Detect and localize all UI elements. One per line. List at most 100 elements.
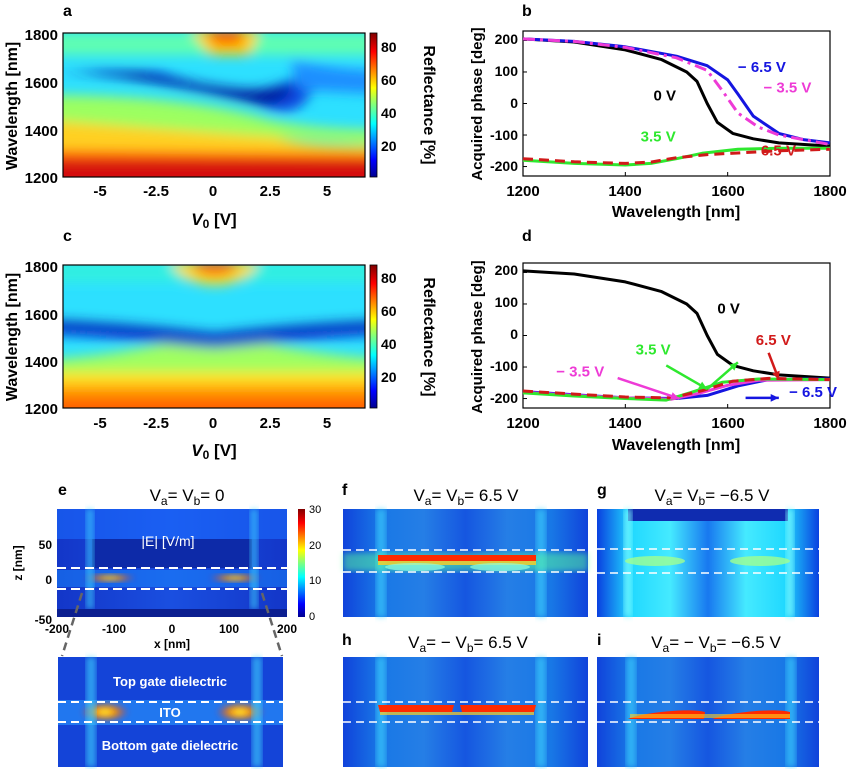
ytick-label: 1600 xyxy=(25,75,58,92)
xtick-label: 2.5 xyxy=(260,415,281,432)
title-sub-b: b xyxy=(710,641,717,655)
plot-b-ylabel: Acquired phase [deg] xyxy=(469,27,486,180)
ytick-label: 0 xyxy=(510,95,518,111)
xtick-label: 1600 xyxy=(711,183,744,200)
xtick-label: 5 xyxy=(323,415,331,432)
panel-h: h Va= − Vb= 6.5 V xyxy=(342,632,588,767)
title-sub-a: a xyxy=(666,494,673,508)
plot-area-d xyxy=(522,262,831,409)
title-sub-a: a xyxy=(663,641,670,655)
title-rest: = 6.5 V xyxy=(464,486,519,505)
xlabel-unit: [V] xyxy=(209,441,236,460)
series-line xyxy=(522,37,831,148)
title-v: V xyxy=(408,633,420,652)
xtick-label: 2.5 xyxy=(260,183,281,200)
plot-b-xticks: 1200 1400 1600 1800 xyxy=(506,183,846,200)
xtick-label: 1200 xyxy=(506,415,539,432)
field-map-e-xlabel: x [nm] xyxy=(154,637,190,651)
panel-label-i: i xyxy=(597,632,601,649)
zoom-guide-right xyxy=(260,592,284,657)
panel-e: e Va= Vb= 0 |E| [V/m] 30 20 10 0 50 0 -5… xyxy=(11,482,321,767)
plot-d-ylabel: Acquired phase [deg] xyxy=(469,260,486,413)
panel-g: g Va= Vb= −6.5 V xyxy=(597,482,819,617)
title-sub-a: a xyxy=(419,641,426,655)
field-map-e: |E| [V/m] xyxy=(57,509,287,617)
title-v: V xyxy=(150,486,162,505)
ytick-label: 1400 xyxy=(25,123,58,140)
xlabel-unit: [V] xyxy=(209,210,236,229)
panel-f-title: Va= Vb= 6.5 V xyxy=(413,486,519,508)
title-eq: = − V xyxy=(426,633,467,652)
series-label: − 3.5 V xyxy=(556,363,604,380)
panel-f: f Va= Vb= 6.5 V xyxy=(342,482,588,617)
colorbar-a-label: Reflectance [%] xyxy=(420,45,437,164)
colorbar-tick: 30 xyxy=(309,504,321,516)
plot-b-yticks: 200 100 0 -100 -200 xyxy=(490,31,518,174)
series-label: 6.5 V xyxy=(756,332,791,349)
xtick-label: 1800 xyxy=(813,183,846,200)
title-sub-b: b xyxy=(457,494,464,508)
series-line xyxy=(522,269,831,380)
panel-label-b: b xyxy=(522,3,532,20)
field-label: |E| [V/m] xyxy=(141,533,194,549)
title-rest: = −6.5 V xyxy=(717,633,782,652)
ytick-label: 1800 xyxy=(25,27,58,44)
title-sub-b: b xyxy=(194,494,201,508)
colorbar-e-ticks: 30 20 10 0 xyxy=(309,504,321,623)
colorbar-tick: 80 xyxy=(381,270,397,286)
xtick-label: 0 xyxy=(209,183,217,200)
panel-label-c: c xyxy=(63,228,72,245)
panel-label-a: a xyxy=(63,3,72,20)
colorbar-tick: 40 xyxy=(381,336,397,352)
heatmap-a-ylabel: Wavelength [nm] xyxy=(4,42,21,170)
series-label: 3.5 V xyxy=(636,341,671,358)
panel-g-title: Va= Vb= −6.5 V xyxy=(655,486,771,508)
ytick-label: 0 xyxy=(45,573,52,587)
field-map-g xyxy=(597,509,819,617)
xtick-label: -200 xyxy=(45,622,69,636)
heatmap-c-ylabel: Wavelength [nm] xyxy=(4,273,21,401)
zoom-label-top: Top gate dielectric xyxy=(113,674,227,689)
title-eq: = V xyxy=(431,486,458,505)
plot-d-xticks: 1200 1400 1600 1800 xyxy=(506,415,846,432)
panel-label-f: f xyxy=(342,482,348,499)
series-label: 0 V xyxy=(653,87,676,104)
xtick-label: 1600 xyxy=(711,415,744,432)
ytick-label: 0 xyxy=(510,326,518,342)
ytick-label: 200 xyxy=(495,262,519,278)
heatmap-a-xticks: -5 -2.5 0 2.5 5 xyxy=(93,183,331,200)
series-line xyxy=(522,37,831,146)
series-label: − 6.5 V xyxy=(789,384,837,401)
xtick-label: -5 xyxy=(93,415,106,432)
colorbar-tick: 60 xyxy=(381,72,397,88)
colorbar-c-label: Reflectance [%] xyxy=(420,277,437,396)
title-eq: = − V xyxy=(669,633,710,652)
heatmap-c-image xyxy=(63,265,365,408)
panel-i-title: Va= − Vb= −6.5 V xyxy=(651,633,781,655)
ytick-label: -200 xyxy=(490,158,518,174)
colorbar-e xyxy=(298,509,305,617)
colorbar-a xyxy=(369,32,378,178)
xtick-label: 1200 xyxy=(506,183,539,200)
heatmap-c-yticks: 1800 1600 1400 1200 xyxy=(25,259,58,418)
colorbar-c xyxy=(369,264,378,409)
field-map-e-xticks: -200 -100 0 100 200 xyxy=(45,622,297,636)
xtick-label: 1400 xyxy=(608,183,641,200)
heatmap-a-yticks: 1800 1600 1400 1200 xyxy=(25,27,58,187)
ytick-label: -100 xyxy=(490,358,518,374)
zoom-view-e: Top gate dielectric ITO Bottom gate diel… xyxy=(58,657,283,767)
zoom-label-ito: ITO xyxy=(159,705,180,720)
title-v: V xyxy=(651,633,663,652)
colorbar-c-ticks: 80 60 40 20 xyxy=(381,270,397,385)
series-label: − 3.5 V xyxy=(763,79,811,96)
panel-b: b − 6.5 V − 3.5 V 0 V 3.5 V 6.5 V 200 100 0 … xyxy=(469,3,847,221)
xtick-label: -100 xyxy=(102,622,126,636)
annotation-arrow xyxy=(617,376,680,400)
title-eq: = V xyxy=(168,486,195,505)
series-label: 6.5 V xyxy=(761,143,796,160)
xlabel-var: V xyxy=(191,210,204,229)
title-sub-a: a xyxy=(161,494,168,508)
xtick-label: 200 xyxy=(277,622,297,636)
ytick-label: 1400 xyxy=(25,354,58,371)
